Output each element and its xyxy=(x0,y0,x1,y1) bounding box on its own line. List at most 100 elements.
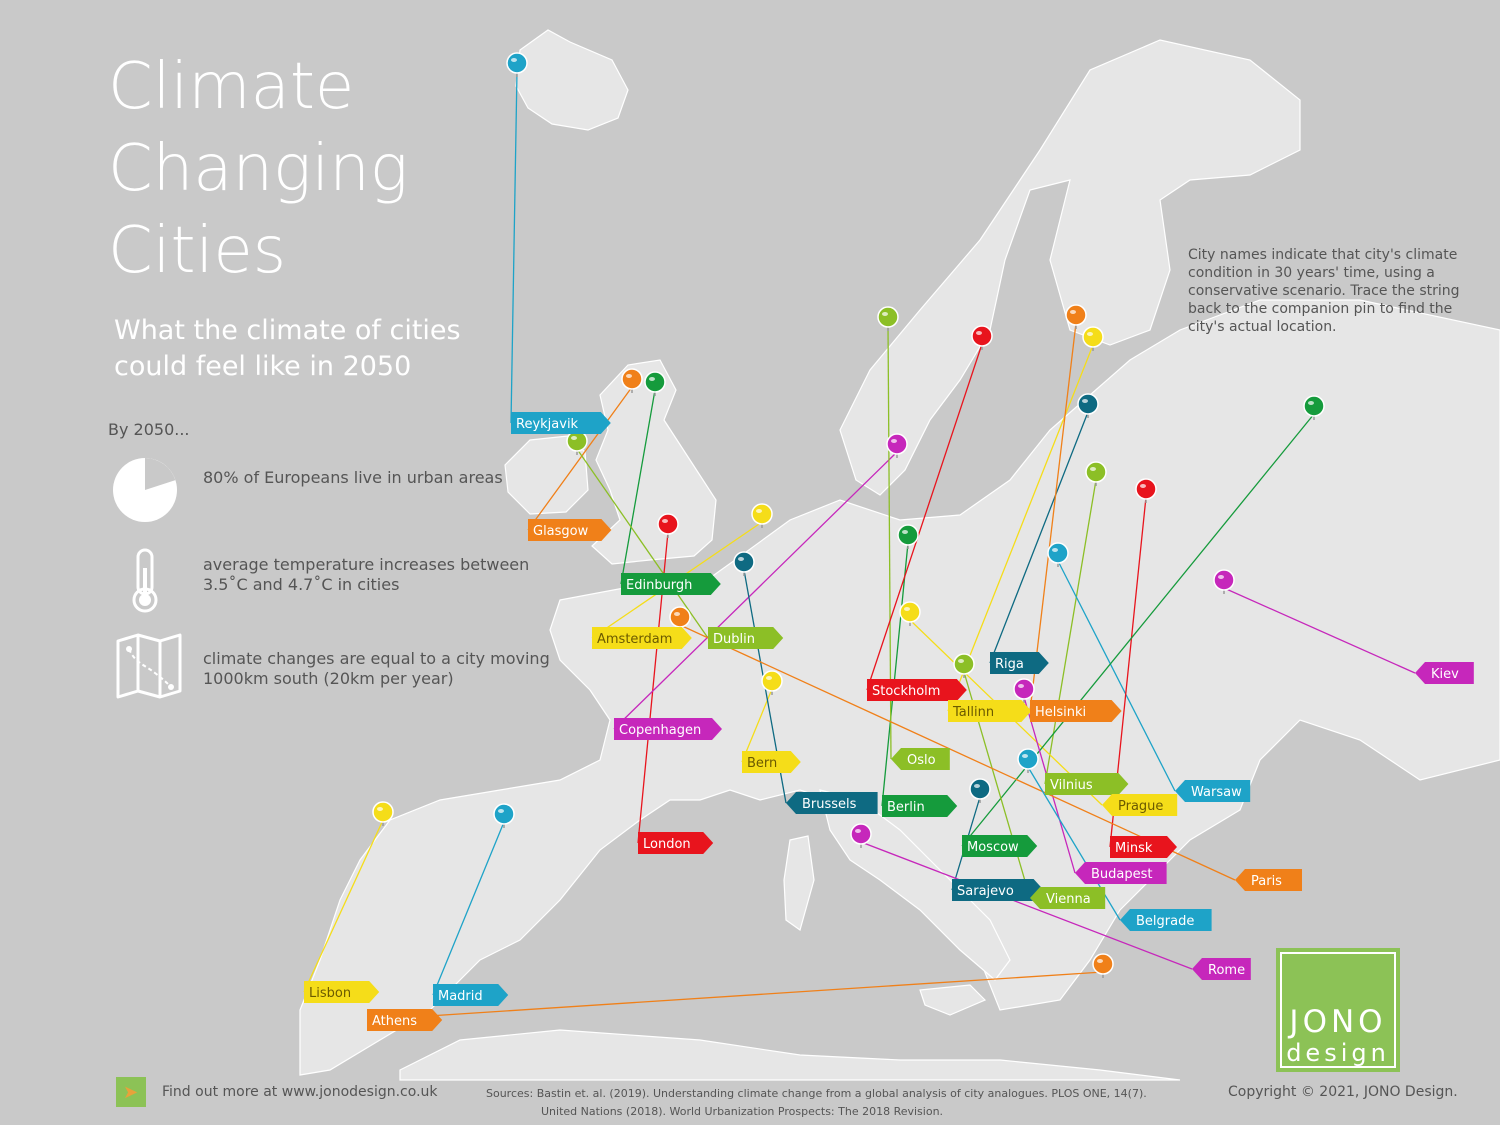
pin-minsk[interactable] xyxy=(1135,478,1157,503)
pin-budapest[interactable] xyxy=(1013,678,1035,703)
flag-amsterdam: Amsterdam xyxy=(592,627,692,649)
flag-label-kiev: Kiev xyxy=(1431,667,1459,682)
string-athens xyxy=(366,971,1104,1021)
flag-label-belgrade: Belgrade xyxy=(1136,914,1194,929)
flag-copenhagen: Copenhagen xyxy=(614,718,722,740)
pin-lisbon[interactable] xyxy=(372,801,394,826)
flag-label-reykjavik: Reykjavik xyxy=(516,417,579,432)
page-title-line-1: Climate xyxy=(108,50,355,124)
flag-label-berlin: Berlin xyxy=(887,800,925,815)
pin-berlin[interactable] xyxy=(897,524,919,549)
scandinavia-landmass xyxy=(839,39,1301,496)
flag-vilnius: Vilnius xyxy=(1045,773,1129,795)
pin-sarajevo[interactable] xyxy=(969,778,991,803)
flag-tallinn: Tallinn xyxy=(948,700,1032,722)
flag-edinburgh: Edinburgh xyxy=(621,573,721,595)
string-warsaw xyxy=(1057,560,1176,792)
pin-amsterdam[interactable] xyxy=(751,503,773,528)
flag-helsinki: Helsinki xyxy=(1030,700,1122,722)
flag-prague: Prague xyxy=(1102,794,1178,816)
pin-edinburgh[interactable] xyxy=(644,371,666,396)
pin-helsinki[interactable] xyxy=(1065,304,1087,329)
flag-label-paris: Paris xyxy=(1251,874,1282,889)
pin-rome[interactable] xyxy=(850,823,872,848)
flag-glasgow: Glasgow xyxy=(528,519,612,541)
flag-madrid: Madrid xyxy=(433,984,509,1006)
pin-prague[interactable] xyxy=(899,601,921,626)
flag-label-dublin: Dublin xyxy=(713,632,755,647)
north-africa-landmass xyxy=(399,1029,1181,1081)
flag-dublin: Dublin xyxy=(708,627,784,649)
flag-label-london: London xyxy=(643,837,691,852)
flag-label-copenhagen: Copenhagen xyxy=(619,723,701,738)
by-2050-label: By 2050... xyxy=(108,420,190,439)
pin-vienna[interactable] xyxy=(953,653,975,678)
pin-bern[interactable] xyxy=(761,670,783,695)
pin-riga[interactable] xyxy=(1077,393,1099,418)
sicily-landmass xyxy=(919,984,987,1016)
copyright-notice: Copyright © 2021, JONO Design. xyxy=(1228,1084,1458,1100)
flag-lisbon: Lisbon xyxy=(304,981,380,1003)
pin-strings xyxy=(303,70,1416,1021)
flag-reykjavik: Reykjavik xyxy=(511,412,611,434)
flag-athens: Athens xyxy=(367,1009,443,1031)
fact-temperature-increase: average temperature increases between 3.… xyxy=(203,555,530,594)
flag-label-athens: Athens xyxy=(372,1014,417,1029)
pin-brussels[interactable] xyxy=(733,551,755,576)
great-britain-landmass xyxy=(591,359,717,565)
flag-label-stockholm: Stockholm xyxy=(872,684,940,699)
pin-vilnius[interactable] xyxy=(1085,461,1107,486)
string-dublin xyxy=(576,448,709,639)
pin-oslo[interactable] xyxy=(877,306,899,331)
string-glasgow xyxy=(527,386,633,531)
flag-label-riga: Riga xyxy=(995,657,1024,672)
website-link[interactable]: Find out more at www.jonodesign.co.uk xyxy=(162,1084,438,1100)
pin-glasgow[interactable] xyxy=(621,368,643,393)
flag-paris: Paris xyxy=(1235,869,1302,891)
pin-london[interactable] xyxy=(657,513,679,538)
pin-copenhagen[interactable] xyxy=(886,433,908,458)
flag-label-rome: Rome xyxy=(1208,963,1245,978)
page-title-line-3: Cities xyxy=(108,214,287,288)
flag-kiev: Kiev xyxy=(1415,662,1474,684)
pin-madrid[interactable] xyxy=(493,803,515,828)
pin-kiev[interactable] xyxy=(1213,569,1235,594)
flag-belgrade: Belgrade xyxy=(1120,909,1212,931)
jono-design-logo: JONO design xyxy=(1276,948,1400,1072)
pin-reykjavik[interactable] xyxy=(506,52,528,77)
flag-label-oslo: Oslo xyxy=(907,753,936,768)
flag-rome: Rome xyxy=(1192,958,1251,980)
flag-london: London xyxy=(638,832,714,854)
pin-warsaw[interactable] xyxy=(1047,542,1069,567)
subtitle-line-2: could feel like in 2050 xyxy=(114,351,412,382)
page-title-line-2: Changing xyxy=(108,132,409,206)
flag-budapest: Budapest xyxy=(1075,862,1167,884)
flag-label-helsinki: Helsinki xyxy=(1035,705,1086,720)
string-riga xyxy=(989,411,1089,664)
subtitle-line-1: What the climate of cities xyxy=(114,315,461,346)
string-tallinn xyxy=(947,344,1094,712)
flag-label-glasgow: Glasgow xyxy=(533,524,589,539)
flag-brussels: Brussels xyxy=(786,792,878,814)
flag-riga: Riga xyxy=(990,652,1049,674)
sources-line-2: United Nations (2018). World Urbanizatio… xyxy=(541,1105,944,1118)
flag-moscow: Moscow xyxy=(962,835,1038,857)
string-lisbon xyxy=(303,819,384,993)
flag-vienna: Vienna xyxy=(1030,887,1106,909)
pin-moscow[interactable] xyxy=(1303,395,1325,420)
city-name-flags: Reykjavik Glasgow Edinburgh Dublin Amsterdam… xyxy=(304,412,1474,1031)
flag-stockholm: Stockholm xyxy=(867,679,967,701)
flag-label-brussels: Brussels xyxy=(802,797,857,812)
string-rome xyxy=(860,841,1193,970)
pin-belgrade[interactable] xyxy=(1017,748,1039,773)
flag-oslo: Oslo xyxy=(891,748,950,770)
flag-label-minsk: Minsk xyxy=(1115,841,1153,856)
city-pins xyxy=(372,52,1325,978)
ireland-landmass xyxy=(504,435,589,515)
pin-stockholm[interactable] xyxy=(971,325,993,350)
corsica-sardinia-landmass xyxy=(783,835,815,931)
pin-athens[interactable] xyxy=(1092,953,1114,978)
flag-label-budapest: Budapest xyxy=(1091,867,1153,882)
pin-tallinn[interactable] xyxy=(1082,326,1104,351)
